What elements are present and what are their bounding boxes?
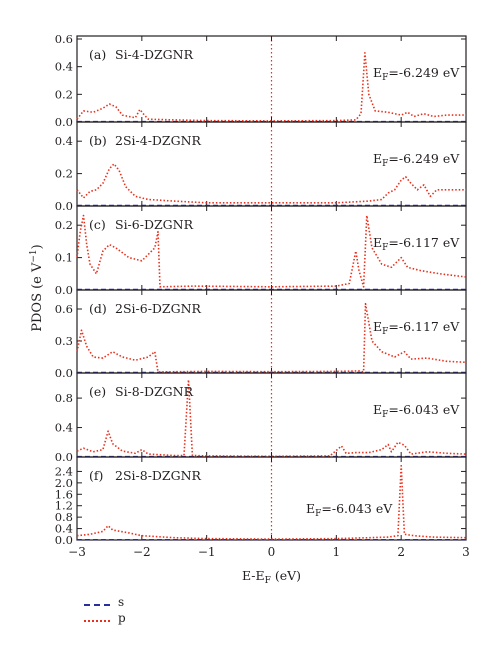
panel-title: 2Si-4-DZGNR [115,133,202,148]
fermi-energy-label: EF=-6.249 eV [373,151,460,169]
y-tick-label: 0.4 [55,421,73,435]
x-tick-label: 3 [462,545,470,559]
fermi-energy-label: EF=-6.249 eV [373,65,460,83]
y-tick-label: 0.2 [55,167,73,181]
y-axis-label: PDOS (e V−1) [29,244,45,332]
series-p-line [76,163,466,204]
panel-tag: (b) [89,133,107,148]
y-tick-label: 0.2 [55,218,73,232]
fermi-energy-label: EF=-6.117 eV [373,319,460,337]
y-tick-label: 0.0 [55,366,73,380]
y-tick-label: 0.0 [55,115,73,129]
fermi-energy-label: EF=-6.043 eV [306,501,393,519]
panel-b: 0.0 0.2 0.4 (b) 2Si-4-DZGNR EF=-6.249 eV [55,121,467,213]
panel-a: 0.0 0.2 0.4 0.6 (a) Si-4-DZGNR EF=-6.249 eV [55,32,467,129]
legend-swatch-p [84,620,110,622]
panel-title: Si-8-DZGNR [115,384,194,399]
y-tick-label: 0.0 [55,450,73,464]
y-tick-label: 0.4 [55,522,73,536]
x-tick-label: −2 [133,545,151,559]
y-tick-label: 0.4 [55,60,73,74]
y-tick-label: 0.2 [55,87,73,101]
x-tick-label: −1 [198,545,216,559]
panel-tag: (c) [89,217,106,232]
panel-e: 0.0 0.4 0.8 (e) Si-8-DZGNR EF=-6.043 eV [55,372,467,464]
panel-c: 0.0 0.1 0.2 (c) Si-6-DZGNR EF=-6.117 eV [55,205,467,297]
x-tick-label: 0 [268,545,276,559]
panel-d: 0.0 0.3 0.6 (d) 2Si-6-DZGNR EF=-6.117 eV [55,289,467,380]
y-tick-label: 0.8 [55,510,73,524]
y-tick-label: 0.6 [55,32,73,46]
y-tick-label: 0.6 [55,302,73,316]
panel-title: 2Si-6-DZGNR [115,301,202,316]
fermi-energy-label: EF=-6.117 eV [373,235,460,253]
x-tick-label: 1 [333,545,341,559]
panel-tag: (d) [89,301,107,316]
series-p-line [76,464,467,540]
panel-f: 0.00.40.81.21.62.02.4 (f) 2Si-8-DZGNR EF=-6… [55,456,467,547]
legend-swatch-s [84,604,110,606]
y-tick-label: 0.3 [55,334,73,348]
y-tick-label: 0.0 [55,199,73,213]
x-tick-label: 2 [397,545,405,559]
panel-tag: (f) [89,468,103,483]
legend-label-s: s [118,595,125,609]
series-p-line [76,302,467,373]
y-tick-label: 0.1 [55,251,73,265]
series-p-line [76,52,466,122]
y-tick-label: 0.4 [55,134,73,148]
y-tick-label: 1.2 [55,499,73,513]
panel-title: Si-4-DZGNR [115,47,194,62]
fermi-energy-label: EF=-6.043 eV [373,402,460,420]
y-tick-label: 2.4 [55,464,73,478]
y-tick-label: 0.0 [55,533,73,547]
y-tick-label: 2.0 [55,476,73,490]
legend-label-p: p [118,611,126,625]
panel-title: 2Si-8-DZGNR [115,468,202,483]
y-tick-label: 0.0 [55,283,73,297]
panel-tag: (e) [89,384,106,399]
x-axis-label: E-EF (eV) [242,568,301,586]
x-tick-label: −3 [68,545,86,559]
y-tick-label: 0.8 [55,391,73,405]
y-tick-label: 1.6 [55,487,73,501]
panel-title: Si-6-DZGNR [115,217,194,232]
panel-tag: (a) [89,47,106,62]
